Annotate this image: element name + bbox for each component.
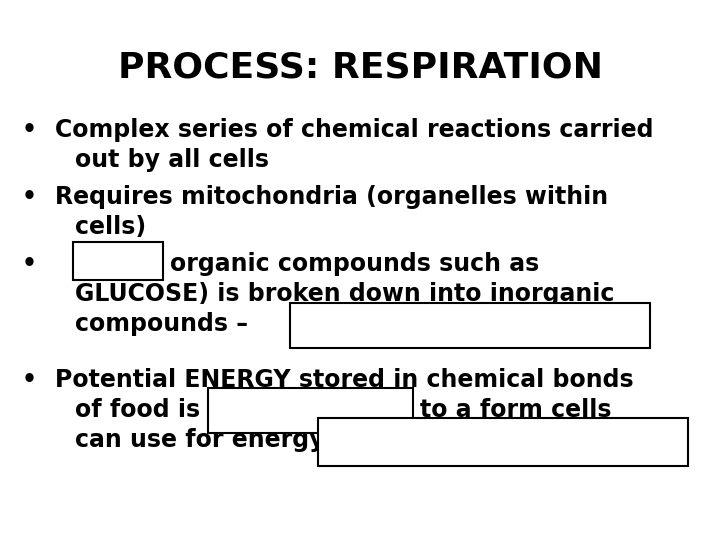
Text: •: • [22, 252, 37, 276]
Text: GLUCOSE) is broken down into inorganic: GLUCOSE) is broken down into inorganic [75, 282, 614, 306]
Text: can use for energy  -: can use for energy - [75, 428, 351, 452]
Bar [318, 418, 688, 466]
Bar [208, 388, 413, 433]
Text: to a form cells: to a form cells [420, 398, 611, 422]
Text: compounds –: compounds – [75, 312, 248, 336]
Bar [73, 242, 163, 280]
Text: of food is: of food is [75, 398, 200, 422]
Text: organic compounds such as: organic compounds such as [170, 252, 539, 276]
Text: •: • [22, 118, 37, 142]
Text: Complex series of chemical reactions carried: Complex series of chemical reactions car… [55, 118, 654, 142]
Text: cells): cells) [75, 215, 146, 239]
Text: •: • [22, 368, 37, 392]
Text: •: • [22, 185, 37, 209]
Text: Potential ENERGY stored in chemical bonds: Potential ENERGY stored in chemical bond… [55, 368, 634, 392]
Text: PROCESS: RESPIRATION: PROCESS: RESPIRATION [117, 50, 603, 84]
Text: Requires mitochondria (organelles within: Requires mitochondria (organelles within [55, 185, 608, 209]
Text: out by all cells: out by all cells [75, 148, 269, 172]
Bar [290, 303, 650, 348]
